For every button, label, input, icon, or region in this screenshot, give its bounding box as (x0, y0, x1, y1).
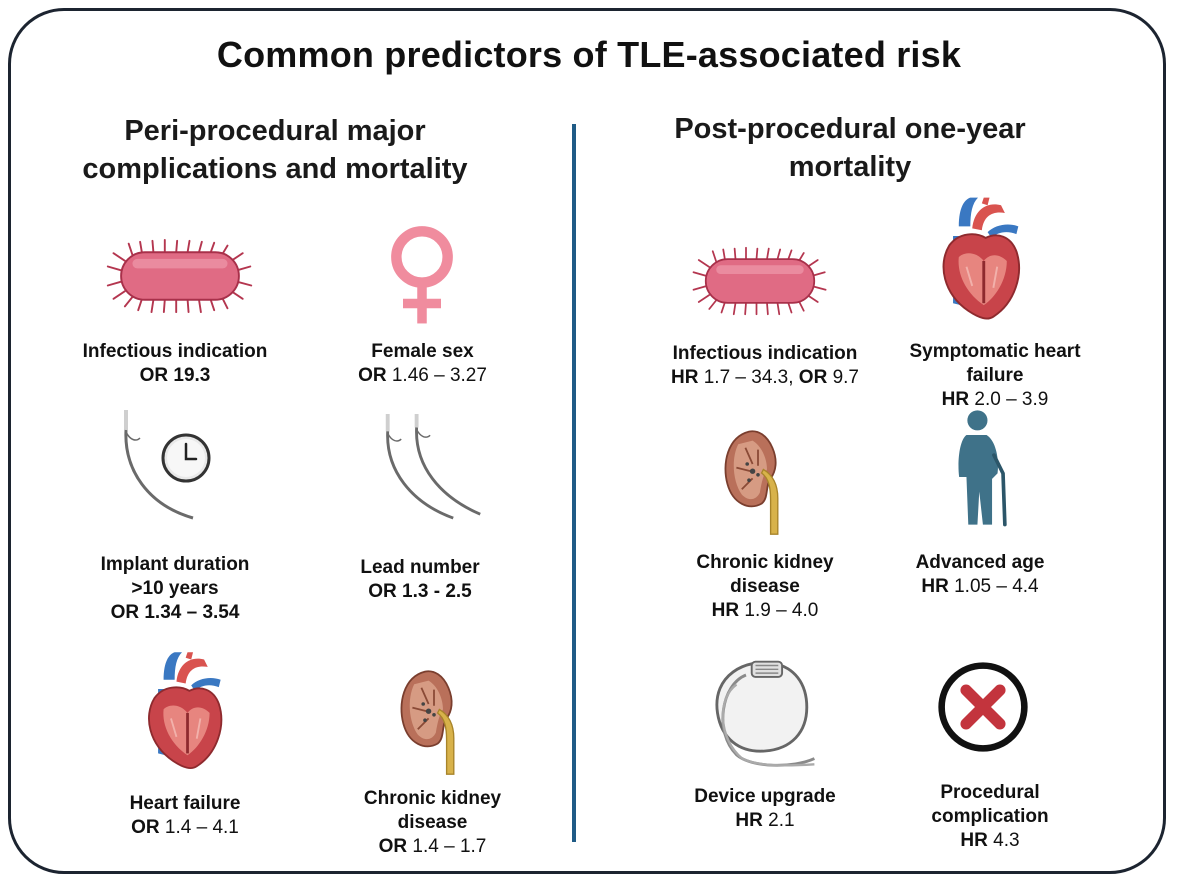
error-cross-icon (936, 660, 1030, 754)
right-item-chronic-kidney-disease: Chronic kidney disease HR 1.9 – 4.0 (660, 551, 870, 623)
section-divider (572, 124, 576, 842)
female-symbol-icon (384, 222, 460, 328)
stat-prefix: HR (670, 367, 699, 388)
stat-value: 19.3 (173, 365, 211, 386)
kidney-icon (398, 668, 470, 776)
item-label: Infectious indication (82, 341, 268, 362)
right-item-infectious-indication: Infectious indication HR 1.7 – 34.3, OR … (640, 342, 890, 390)
stat-value: 2.0 – 3.9 (974, 389, 1049, 410)
item-label: Advanced age (915, 552, 1045, 573)
bacterium-icon (690, 246, 830, 316)
right-item-device-upgrade: Device upgrade HR 2.1 (665, 785, 865, 833)
kidney-icon (722, 428, 794, 536)
stat-value: 2.1 (768, 810, 795, 831)
item-label-line2: complication (931, 806, 1049, 827)
item-label: Procedural (940, 782, 1040, 803)
stat-value: 1.05 – 4.4 (954, 576, 1039, 597)
page-title: Common predictors of TLE-associated risk (216, 34, 962, 75)
left-item-implant-duration: Implant duration >10 years OR 1.34 – 3.5… (70, 553, 280, 625)
stat-value: 4.3 (993, 830, 1020, 851)
elderly-person-icon (950, 402, 1014, 532)
item-label: Chronic kidney (363, 788, 502, 809)
left-item-infectious-indication: Infectious indication OR 19.3 (50, 340, 300, 388)
right-heading-line1: Post-procedural one-year (674, 113, 1026, 145)
left-item-female-sex: Female sex OR 1.46 – 3.27 (315, 340, 530, 388)
left-heading-line2: complications and mortality (82, 153, 468, 185)
right-section-heading: Post-procedural one-year mortality (615, 110, 1085, 186)
item-label: Female sex (371, 341, 474, 362)
stat-prefix: OR (139, 365, 169, 386)
stat-value: 1.4 – 1.7 (412, 836, 487, 857)
left-item-lead-number: Lead number OR 1.3 - 2.5 (320, 556, 520, 604)
right-item-symptomatic-heart-failure: Symptomatic heart failure HR 2.0 – 3.9 (890, 340, 1100, 412)
stat-value: 1.9 – 4.0 (744, 600, 819, 621)
rounded-frame (8, 8, 1166, 874)
leads-icon (380, 412, 486, 522)
item-label: Infectious indication (672, 343, 858, 364)
left-section-heading: Peri-procedural major complications and … (40, 112, 510, 188)
stat-prefix: HR (960, 830, 988, 851)
right-item-procedural-complication: Procedural complication HR 4.3 (890, 781, 1090, 853)
stat-value: 1.34 – 3.54 (144, 602, 240, 623)
item-label-line2: disease (397, 812, 468, 833)
heart-icon (136, 650, 228, 774)
stat-prefix: HR (941, 389, 970, 410)
item-label: Heart failure (129, 793, 241, 814)
stat-prefix-2: OR (798, 367, 828, 388)
stat-value: 1.7 – 34.3, (703, 367, 794, 388)
stat-value: 1.4 – 4.1 (164, 817, 239, 838)
stat-value-2: 9.7 (832, 367, 859, 388)
stat-prefix: OR (358, 365, 387, 386)
stat-prefix: HR (735, 810, 763, 831)
left-heading-line1: Peri-procedural major (124, 115, 426, 147)
bacterium-icon (104, 238, 256, 314)
item-label: Symptomatic heart (909, 341, 1081, 362)
item-label: Lead number (360, 557, 480, 578)
pacemaker-icon (708, 656, 822, 770)
item-label-line2: disease (730, 576, 800, 597)
stat-prefix: OR (110, 602, 140, 623)
stat-prefix: OR (131, 817, 160, 838)
heart-icon (930, 196, 1026, 324)
stat-prefix: HR (711, 600, 740, 621)
left-item-heart-failure: Heart failure OR 1.4 – 4.1 (90, 792, 280, 840)
stat-prefix: OR (368, 581, 397, 602)
item-label: Device upgrade (694, 786, 836, 807)
lead-clock-icon (118, 410, 218, 520)
stat-value: 1.3 - 2.5 (402, 581, 472, 602)
item-label-line2: >10 years (131, 578, 219, 599)
left-item-chronic-kidney-disease: Chronic kidney disease OR 1.4 – 1.7 (330, 787, 535, 859)
item-label-line2: failure (966, 365, 1024, 386)
right-item-advanced-age: Advanced age HR 1.05 – 4.4 (880, 551, 1080, 599)
item-label: Implant duration (100, 554, 250, 575)
stat-prefix: HR (921, 576, 949, 597)
item-label: Chronic kidney (696, 552, 834, 573)
stat-value: 1.46 – 3.27 (391, 365, 487, 386)
stat-prefix: OR (378, 836, 408, 857)
right-heading-line2: mortality (788, 151, 912, 183)
